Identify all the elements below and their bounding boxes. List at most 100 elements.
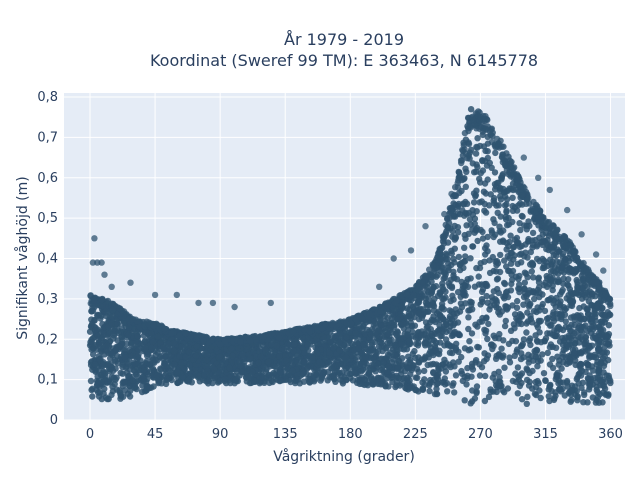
data-point	[553, 310, 560, 317]
data-point	[178, 343, 185, 350]
data-point	[403, 305, 411, 312]
data-point	[249, 368, 256, 375]
data-point	[154, 333, 162, 340]
data-point	[324, 368, 332, 376]
data-point	[481, 358, 488, 365]
data-point	[458, 370, 466, 377]
data-point	[266, 371, 274, 379]
data-point	[524, 393, 531, 400]
data-point	[509, 337, 516, 345]
data-point	[473, 224, 481, 232]
data-point	[382, 382, 389, 389]
data-point	[368, 375, 375, 383]
data-point	[557, 379, 564, 386]
data-point	[570, 349, 578, 356]
data-point	[88, 346, 95, 353]
data-point	[492, 149, 499, 157]
data-point	[422, 299, 430, 306]
data-point	[108, 320, 116, 327]
data-point	[131, 361, 139, 368]
data-point	[276, 353, 283, 360]
data-point	[476, 264, 484, 272]
data-point	[564, 383, 571, 390]
data-point	[471, 395, 479, 402]
data-point	[574, 393, 581, 400]
data-point	[471, 215, 479, 222]
data-point	[494, 275, 502, 282]
data-point	[499, 354, 506, 361]
data-point	[447, 205, 454, 212]
data-point	[497, 213, 504, 220]
data-point	[266, 352, 274, 359]
data-point	[171, 361, 178, 368]
data-point	[514, 317, 522, 324]
data-point	[507, 232, 514, 239]
data-point	[165, 340, 173, 348]
data-point	[465, 325, 472, 333]
data-point	[418, 356, 425, 363]
data-point	[563, 305, 570, 312]
data-point	[412, 374, 419, 381]
data-point	[299, 370, 307, 378]
data-point	[316, 358, 323, 366]
data-point	[434, 327, 441, 335]
data-point	[309, 354, 316, 361]
data-point	[349, 377, 357, 384]
data-point	[594, 389, 601, 396]
data-point	[431, 342, 438, 349]
data-point	[125, 373, 132, 380]
data-point	[542, 377, 549, 385]
data-point	[431, 390, 439, 398]
data-point	[166, 367, 173, 375]
data-point	[140, 378, 147, 385]
data-point	[501, 280, 509, 288]
data-point	[99, 362, 106, 369]
data-point	[554, 270, 562, 277]
data-point	[442, 368, 450, 375]
data-point	[455, 358, 462, 365]
data-point	[352, 356, 359, 364]
data-point	[572, 357, 579, 364]
data-point	[332, 378, 339, 385]
data-point	[160, 362, 167, 370]
data-point	[509, 202, 516, 210]
data-point	[483, 292, 490, 300]
data-point	[91, 327, 99, 334]
data-point	[325, 359, 333, 366]
data-point	[581, 339, 589, 347]
data-point	[139, 361, 146, 369]
data-point	[515, 239, 522, 246]
data-point	[597, 360, 604, 367]
data-point	[483, 315, 490, 322]
data-point	[474, 343, 481, 351]
data-point	[589, 394, 596, 401]
data-point	[550, 252, 557, 259]
data-point	[466, 307, 473, 314]
data-point	[532, 332, 539, 339]
data-point	[481, 180, 489, 187]
data-point	[451, 259, 458, 266]
data-point	[97, 302, 104, 309]
data-point	[119, 363, 126, 371]
data-point	[580, 399, 587, 406]
data-point	[130, 367, 138, 374]
data-point	[507, 327, 515, 334]
data-point	[570, 268, 578, 275]
data-point	[531, 390, 539, 398]
data-point	[525, 355, 533, 363]
data-point	[304, 334, 311, 342]
data-point	[510, 321, 518, 328]
data-point	[582, 334, 589, 341]
data-point	[601, 343, 609, 350]
data-point	[447, 276, 455, 284]
data-point	[406, 377, 413, 384]
data-point	[216, 353, 224, 360]
data-point	[489, 345, 496, 353]
data-point	[477, 169, 484, 177]
data-point	[342, 365, 350, 372]
data-point	[548, 244, 555, 251]
data-point	[108, 391, 115, 399]
data-point	[193, 343, 200, 350]
data-point	[456, 308, 464, 315]
data-point	[588, 342, 596, 349]
